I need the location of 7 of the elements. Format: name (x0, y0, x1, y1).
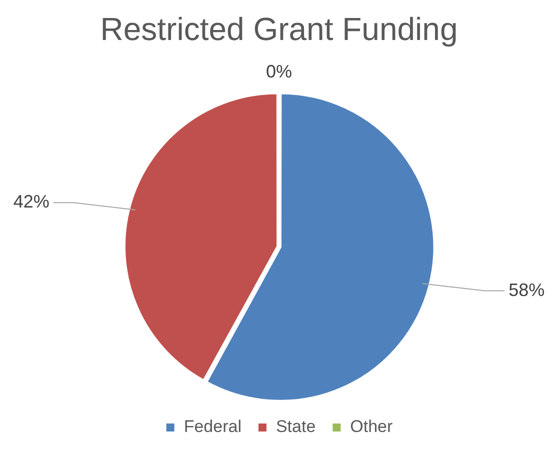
legend-label: Other (350, 417, 394, 436)
chart-title: Restricted Grant Funding (100, 11, 458, 48)
legend-label: Federal (184, 417, 242, 436)
text: 0% (266, 61, 292, 82)
legend-label: State (276, 417, 316, 436)
data-label: 42% (13, 192, 50, 212)
data-label: 58% (508, 280, 545, 300)
